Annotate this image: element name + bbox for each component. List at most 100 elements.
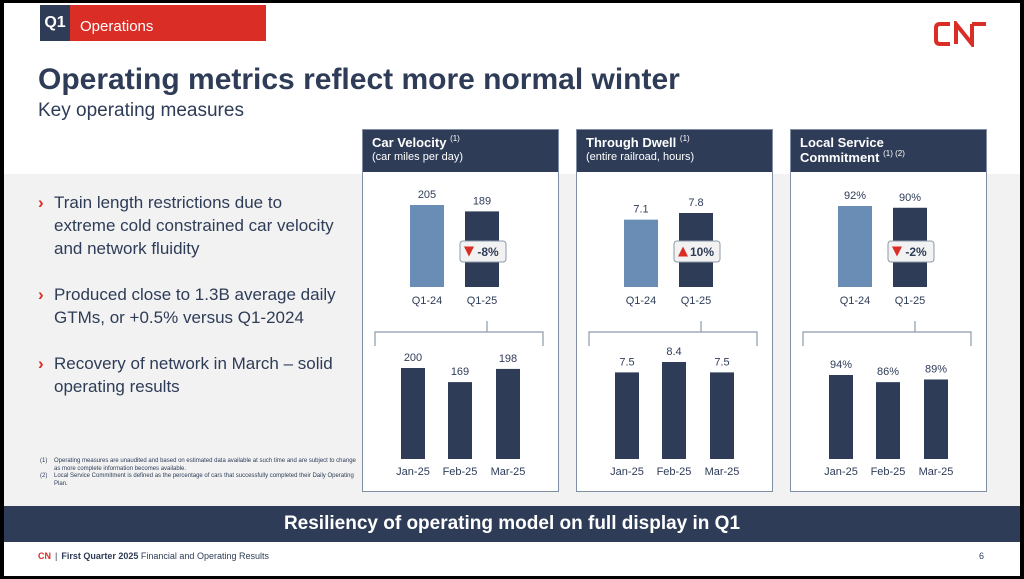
top-category-label: Q1-24 — [626, 295, 657, 307]
bullet-item: › Produced close to 1.3B average daily G… — [38, 283, 338, 329]
month-category-label: Jan-25 — [396, 466, 430, 478]
month-bar — [662, 362, 686, 459]
top-bar-value: 7.1 — [633, 204, 648, 216]
panel-title: Through Dwell (1) — [586, 134, 690, 151]
panel-local-service-commitment: Local Service Commitment (1) (2) 92% Q1-2… — [790, 129, 987, 492]
change-badge — [673, 240, 721, 263]
bracket-connector — [588, 321, 758, 346]
top-bar-value: 7.8 — [688, 197, 703, 209]
month-bar — [876, 382, 900, 459]
month-bar — [448, 382, 472, 459]
top-category-label: Q1-25 — [681, 295, 712, 307]
quarter-tag: Q1 — [40, 5, 70, 41]
bullet-item: › Recovery of network in March – solid o… — [38, 352, 338, 398]
top-category-label: Q1-25 — [895, 295, 926, 307]
top-bar — [624, 219, 658, 287]
month-bar-value: 89% — [925, 363, 947, 375]
footer-brand: CN — [38, 551, 51, 561]
page-title: Operating metrics reflect more normal wi… — [38, 63, 680, 96]
footnote-text: Operating measures are unaudited and bas… — [54, 458, 356, 472]
month-bar — [496, 368, 520, 459]
month-bar — [710, 372, 734, 459]
footer-separator: | — [55, 551, 58, 561]
month-bar — [401, 368, 425, 459]
footnotes: (1) Operating measures are unaudited and… — [40, 458, 360, 488]
panel-car-velocity: Car Velocity (1) (car miles per day) 205… — [362, 129, 559, 492]
bracket-connector — [374, 321, 544, 346]
panel-header: Local Service Commitment (1) (2) — [791, 130, 986, 172]
arrow-up-icon — [678, 246, 688, 257]
top-bar-value: 92% — [844, 190, 866, 202]
chevron-right-icon: › — [38, 354, 44, 373]
month-bar — [924, 379, 948, 459]
panel-header: Through Dwell (1) (entire railroad, hour… — [577, 130, 772, 172]
panel-note: (1) — [679, 134, 690, 143]
month-bar-value: 200 — [404, 352, 422, 364]
top-bar-value: 90% — [899, 192, 921, 204]
panel-note: (1) — [450, 134, 460, 143]
panel-subtitle: (entire railroad, hours) — [586, 151, 695, 163]
section-tag: Q1 Operations — [40, 5, 266, 41]
car-velocity-chart: 205 Q1-24 189 Q1-25 -8% 200 Jan-25 169 Feb-25 198… — [374, 189, 544, 478]
month-bar-value: 198 — [499, 353, 517, 365]
top-category-label: Q1-25 — [467, 295, 498, 307]
chevron-right-icon: › — [38, 193, 44, 212]
month-category-label: Feb-25 — [657, 466, 692, 478]
top-category-label: Q1-24 — [840, 295, 871, 307]
month-bar-value: 86% — [877, 366, 899, 378]
month-category-label: Feb-25 — [871, 466, 906, 478]
chevron-right-icon: › — [38, 285, 44, 304]
footnote-number: (1) — [40, 458, 48, 464]
page-subtitle: Key operating measures — [38, 100, 244, 121]
month-bar-value: 8.4 — [666, 346, 681, 358]
month-category-label: Mar-25 — [919, 466, 954, 478]
local-service-chart: 92% Q1-24 90% Q1-25 -2% 94% Jan-25 86% Feb-25 89%… — [802, 190, 972, 478]
arrow-down-icon — [464, 246, 474, 257]
month-category-label: Jan-25 — [824, 466, 858, 478]
arrow-down-icon — [892, 246, 902, 257]
bullet-text: Train length restrictions due to extreme… — [54, 193, 334, 258]
top-bar — [410, 205, 444, 287]
top-bar — [838, 206, 872, 287]
change-badge — [887, 240, 935, 263]
top-bar-value: 205 — [418, 189, 436, 201]
footnote: (1) Operating measures are unaudited and… — [40, 458, 360, 473]
month-bar-value: 169 — [451, 366, 469, 378]
month-category-label: Jan-25 — [610, 466, 644, 478]
panel-header: Car Velocity (1) (car miles per day) — [363, 130, 558, 172]
footnote: (2) Local Service Commitment is defined … — [40, 473, 360, 488]
footnote-number: (2) — [40, 473, 48, 479]
panel-title: Local Service — [800, 135, 884, 150]
footer-text: Financial and Operating Results — [140, 551, 269, 561]
panel-title-line2: Commitment (1) (2) — [800, 149, 905, 166]
bracket-connector — [802, 321, 972, 346]
bullet-item: › Train length restrictions due to extre… — [38, 191, 338, 260]
top-bar-value: 189 — [473, 195, 491, 207]
page-number: 6 — [979, 551, 985, 561]
footer-period: First Quarter 2025 — [61, 551, 139, 561]
month-bar-value: 94% — [830, 359, 852, 371]
section-label: Operations — [70, 5, 266, 41]
month-category-label: Mar-25 — [705, 466, 740, 478]
cn-logo-icon — [934, 21, 986, 47]
slide: Q1 Operations Operating metrics reflect … — [4, 3, 1020, 576]
month-bar — [615, 372, 639, 459]
top-category-label: Q1-24 — [412, 295, 443, 307]
panel-through-dwell: Through Dwell (1) (entire railroad, hour… — [576, 129, 773, 492]
panel-note: (1) (2) — [883, 149, 905, 158]
footer: CN | First Quarter 2025 Financial and Oper… — [38, 551, 269, 561]
bullet-list: › Train length restrictions due to extre… — [38, 191, 338, 421]
change-badge — [459, 240, 507, 263]
banner: Resiliency of operating model on full di… — [4, 506, 1020, 542]
month-bar — [829, 375, 853, 459]
month-category-label: Mar-25 — [491, 466, 526, 478]
bullet-text: Recovery of network in March – solid ope… — [54, 354, 333, 396]
change-value: -8% — [477, 245, 499, 259]
month-bar-value: 7.5 — [619, 356, 634, 368]
change-value: 10% — [690, 245, 714, 259]
bullet-text: Produced close to 1.3B average daily GTM… — [54, 285, 336, 327]
footnote-text: Local Service Commitment is defined as t… — [54, 473, 354, 487]
month-bar-value: 7.5 — [714, 356, 729, 368]
change-value: -2% — [905, 245, 927, 259]
panel-subtitle: (car miles per day) — [372, 151, 464, 163]
